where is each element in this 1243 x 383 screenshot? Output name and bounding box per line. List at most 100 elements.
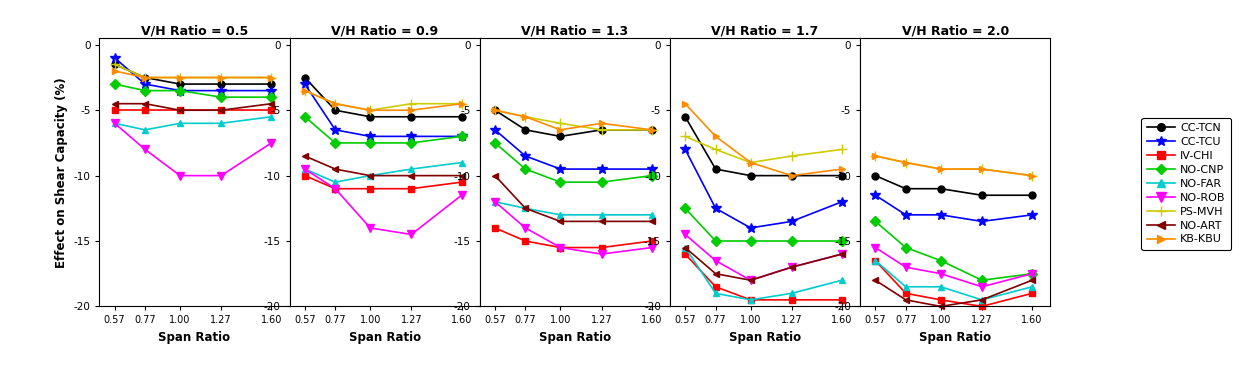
NO-ROB (868, 245, 883, 250)
Line: NO-ROB: NO-ROB (491, 198, 656, 258)
CC-TCN (553, 134, 568, 139)
KB-KBU (173, 75, 188, 80)
PS-MVH (297, 88, 312, 93)
Line: IV-CHI: IV-CHI (871, 257, 1035, 310)
Line: PS-MVH: PS-MVH (490, 105, 656, 135)
Line: NO-CNP: NO-CNP (111, 80, 275, 101)
NO-CNP (644, 173, 659, 178)
NO-CNP (363, 141, 378, 145)
Line: NO-ART: NO-ART (681, 244, 845, 284)
NO-ART (454, 173, 469, 178)
CC-TCU (644, 167, 659, 171)
Y-axis label: Effect on Shear Capacity (%): Effect on Shear Capacity (%) (55, 77, 68, 268)
CC-TCU (975, 219, 989, 224)
NO-CNP (899, 245, 914, 250)
PS-MVH (363, 108, 378, 113)
NO-CNP (138, 88, 153, 93)
NO-CNP (518, 167, 533, 171)
IV-CHI (107, 108, 122, 113)
X-axis label: Span Ratio: Span Ratio (919, 331, 992, 344)
NO-FAR (784, 291, 799, 296)
IV-CHI (518, 239, 533, 243)
Line: KB-KBU: KB-KBU (871, 152, 1035, 179)
NO-ROB (899, 265, 914, 270)
NO-FAR (404, 167, 419, 171)
NO-ART (363, 173, 378, 178)
KB-KBU (107, 69, 122, 73)
IV-CHI (899, 291, 914, 296)
NO-FAR (933, 285, 948, 289)
NO-ROB (743, 278, 758, 283)
PS-MVH (404, 101, 419, 106)
NO-CNP (173, 88, 188, 93)
CC-TCN (487, 108, 502, 113)
NO-ART (868, 278, 883, 283)
Line: IV-CHI: IV-CHI (491, 224, 655, 251)
CC-TCU (138, 82, 153, 87)
CC-TCU (743, 226, 758, 230)
KB-KBU (784, 173, 799, 178)
NO-ART (214, 108, 229, 113)
CC-TCN (784, 173, 799, 178)
CC-TCU (297, 82, 312, 87)
NO-ROB (518, 226, 533, 230)
Line: PS-MVH: PS-MVH (109, 60, 276, 82)
CC-TCU (107, 56, 122, 60)
IV-CHI (933, 298, 948, 302)
CC-TCU (264, 88, 278, 93)
NO-ROB (454, 193, 469, 198)
NO-ROB (363, 226, 378, 230)
NO-FAR (644, 213, 659, 217)
Line: NO-FAR: NO-FAR (491, 198, 655, 218)
Line: NO-ROB: NO-ROB (111, 119, 276, 180)
PS-MVH (487, 108, 502, 113)
PS-MVH (899, 160, 914, 165)
KB-KBU (454, 101, 469, 106)
CC-TCU (214, 88, 229, 93)
CC-TCU (363, 134, 378, 139)
IV-CHI (644, 239, 659, 243)
Legend: CC-TCN, CC-TCU, IV-CHI, NO-CNP, NO-FAR, NO-ROB, PS-MVH, NO-ART, KB-KBU: CC-TCN, CC-TCU, IV-CHI, NO-CNP, NO-FAR, … (1141, 118, 1232, 250)
PS-MVH (518, 115, 533, 119)
CC-TCN (454, 115, 469, 119)
NO-ART (677, 245, 692, 250)
Line: NO-CNP: NO-CNP (681, 205, 845, 244)
Title: V/H Ratio = 0.9: V/H Ratio = 0.9 (331, 24, 439, 37)
NO-FAR (899, 285, 914, 289)
PS-MVH (138, 75, 153, 80)
PS-MVH (709, 147, 723, 152)
Line: NO-ART: NO-ART (871, 277, 1035, 310)
NO-FAR (454, 160, 469, 165)
IV-CHI (677, 252, 692, 256)
CC-TCU (553, 167, 568, 171)
Line: CC-TCN: CC-TCN (491, 107, 655, 140)
NO-CNP (297, 115, 312, 119)
Line: NO-CNP: NO-CNP (491, 139, 655, 186)
X-axis label: Span Ratio: Span Ratio (728, 331, 802, 344)
CC-TCN (644, 128, 659, 132)
CC-TCU (933, 213, 948, 217)
NO-ART (404, 173, 419, 178)
IV-CHI (487, 226, 502, 230)
CC-TCN (214, 82, 229, 87)
KB-KBU (264, 75, 278, 80)
Line: CC-TCU: CC-TCU (870, 190, 1037, 226)
PS-MVH (975, 167, 989, 171)
NO-FAR (975, 298, 989, 302)
PS-MVH (214, 75, 229, 80)
NO-ART (933, 304, 948, 309)
NO-FAR (297, 167, 312, 171)
KB-KBU (404, 108, 419, 113)
IV-CHI (1024, 291, 1039, 296)
NO-ROB (214, 173, 229, 178)
CC-TCN (594, 128, 609, 132)
Line: PS-MVH: PS-MVH (300, 86, 466, 115)
KB-KBU (709, 134, 723, 139)
NO-ART (553, 219, 568, 224)
PS-MVH (264, 75, 278, 80)
IV-CHI (868, 258, 883, 263)
NO-ART (1024, 278, 1039, 283)
CC-TCU (404, 134, 419, 139)
NO-ART (834, 252, 849, 256)
Line: KB-KBU: KB-KBU (301, 87, 465, 114)
